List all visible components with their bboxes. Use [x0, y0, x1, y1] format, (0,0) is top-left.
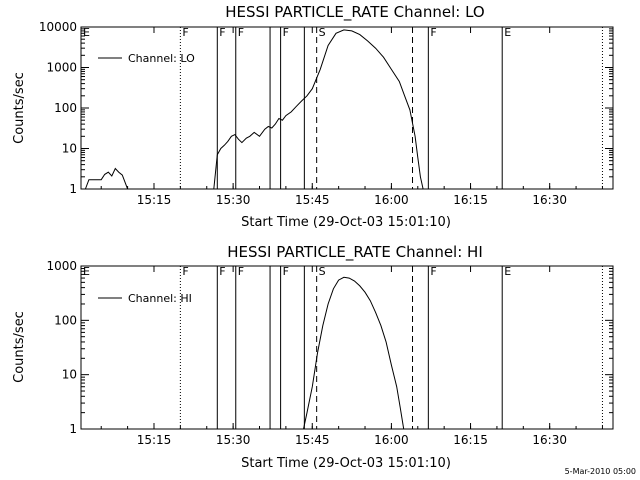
- y-tick-label: 10000: [39, 20, 77, 34]
- marker-label: F: [182, 265, 188, 278]
- panel-hi: HESSI PARTICLE_RATE Channel: HI Counts/s…: [12, 243, 614, 471]
- plot-frame: [80, 26, 614, 190]
- x-axis-label: Start Time (29-Oct-03 15:01:10): [241, 215, 451, 230]
- chart-title: HESSI PARTICLE_RATE Channel: LO: [225, 3, 484, 22]
- marker-label: S: [319, 265, 326, 278]
- x-tick-label: 16:15: [453, 433, 488, 447]
- y-tick-label: 10: [62, 142, 77, 156]
- x-tick-label: 15:30: [216, 193, 251, 207]
- x-tick-label: 16:30: [532, 433, 567, 447]
- x-tick-label: 16:00: [374, 433, 409, 447]
- x-tick-label: 15:30: [216, 433, 251, 447]
- y-tick-label: 100: [54, 101, 77, 115]
- y-tick-label: 1000: [46, 61, 77, 75]
- marker-label: F: [430, 265, 436, 278]
- marker-label: E: [83, 265, 90, 278]
- x-tick-label: 16:15: [453, 193, 488, 207]
- chart-title: HESSI PARTICLE_RATE Channel: HI: [227, 243, 483, 262]
- y-tick-label: 10: [62, 368, 77, 382]
- marker-label: E: [504, 265, 511, 278]
- x-tick-label: 16:30: [532, 193, 567, 207]
- marker-label: F: [182, 26, 188, 39]
- x-tick-label: 15:15: [137, 433, 172, 447]
- legend-entry: Channel: HI: [128, 292, 192, 305]
- y-tick-label: 1000: [46, 259, 77, 273]
- legend: Channel: LO: [98, 52, 195, 65]
- x-tick-label: 16:00: [374, 193, 409, 207]
- plot-frame: [80, 265, 614, 430]
- y-axis-label: Counts/sec: [12, 72, 27, 144]
- x-tick-label: 15:15: [137, 193, 172, 207]
- legend-entry: Channel: LO: [128, 52, 195, 65]
- y-tick-label: 100: [54, 313, 77, 327]
- marker-label: F: [283, 26, 289, 39]
- axis-ticks: 15:15 15:30 15:45 16:00 16:15 16:30 1 10 100 1000: [46, 259, 613, 447]
- axis-ticks: 15:15 15:30 15:45 16:00 16:15 16:30 1 10 100 1000…: [39, 20, 613, 207]
- marker-label: F: [238, 265, 244, 278]
- marker-label: F: [219, 265, 225, 278]
- marker-label: F: [238, 26, 244, 39]
- x-tick-label: 15:45: [295, 433, 330, 447]
- data-series: [81, 29, 424, 190]
- y-tick-label: 1: [69, 182, 77, 196]
- y-axis-label: Counts/sec: [12, 311, 27, 383]
- series-line: [213, 29, 424, 190]
- marker-label: E: [83, 26, 90, 39]
- timestamp-footer: 5-Mar-2010 05:00: [565, 467, 636, 476]
- y-tick-label: 1: [69, 422, 77, 436]
- series-line: [81, 167, 136, 190]
- marker-label: F: [430, 26, 436, 39]
- data-series: [303, 276, 405, 430]
- legend: Channel: HI: [98, 292, 192, 305]
- series-line: [303, 276, 405, 430]
- marker-label: F: [219, 26, 225, 39]
- panel-lo: HESSI PARTICLE_RATE Channel: LO Counts/s…: [12, 3, 614, 230]
- marker-label: F: [283, 265, 289, 278]
- x-tick-label: 15:45: [295, 193, 330, 207]
- x-axis-label: Start Time (29-Oct-03 15:01:10): [241, 456, 451, 471]
- marker-label: E: [504, 26, 511, 39]
- marker-label: S: [319, 26, 326, 39]
